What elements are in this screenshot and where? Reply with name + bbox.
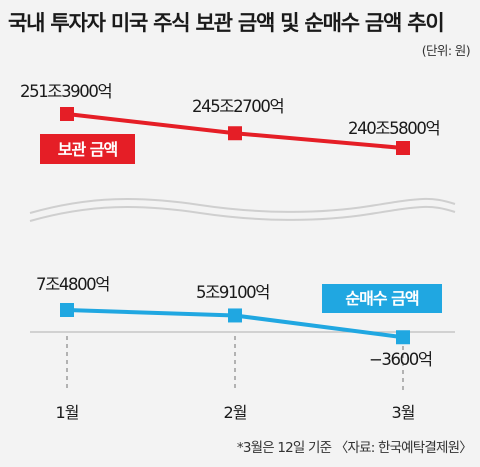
x-tick-mar: 3월 <box>392 403 415 422</box>
series-net-purchase: 7조4800억 5조9100억 −3600억 <box>36 275 433 369</box>
legend-net-purchase-badge: 순매수 금액 <box>322 284 442 313</box>
net-label-jan: 7조4800억 <box>36 275 109 294</box>
holdings-label-feb: 245조2700억 <box>192 97 283 116</box>
series-holdings: 251조3900억 245조2700억 240조5800억 <box>20 82 441 155</box>
chart-title: 국내 투자자 미국 주식 보관 금액 및 순매수 금액 추이 <box>8 11 444 35</box>
net-label-feb: 5조9100억 <box>196 283 269 302</box>
net-point-mar <box>396 330 410 345</box>
x-gridlines <box>66 336 404 392</box>
footnote: *3월은 12일 기준 〈자료: 한국예탁결제원〉 <box>237 440 472 456</box>
holdings-point-feb <box>228 126 242 141</box>
holdings-point-mar <box>396 141 410 155</box>
net-point-jan <box>60 303 74 317</box>
legend-holdings-badge: 보관 금액 <box>40 134 135 164</box>
unit-label: (단위: 원) <box>422 43 470 58</box>
holdings-label-mar: 240조5800억 <box>348 119 439 138</box>
holdings-label-jan: 251조3900억 <box>20 82 111 101</box>
net-label-mar: −3600억 <box>369 350 432 369</box>
legend-net-purchase-label: 순매수 금액 <box>345 289 418 308</box>
legend-holdings-label: 보관 금액 <box>58 140 118 159</box>
net-point-feb <box>228 308 242 323</box>
holdings-point-jan <box>60 107 74 121</box>
axis-break <box>29 197 456 222</box>
x-tick-jan: 1월 <box>56 403 79 422</box>
x-axis: 1월 2월 3월 <box>56 403 416 422</box>
x-tick-feb: 2월 <box>224 403 247 422</box>
